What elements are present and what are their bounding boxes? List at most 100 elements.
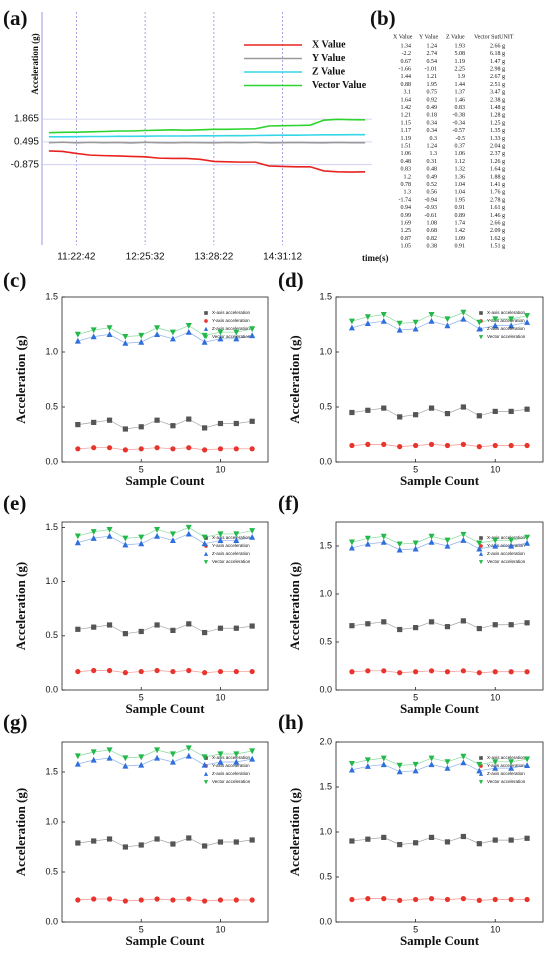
- series-line: [77, 325, 253, 337]
- marker: [413, 896, 419, 903]
- marker: [106, 417, 113, 423]
- series-line: [77, 527, 253, 539]
- table-cell: 5.08: [455, 51, 466, 57]
- table-cell: 1.15: [401, 120, 412, 126]
- table-cell: 6.18 g: [490, 51, 505, 57]
- marker: [428, 441, 435, 447]
- table-cell: 1.95: [455, 197, 466, 203]
- marker: [348, 318, 355, 325]
- marker: [428, 619, 435, 625]
- table-cell: 3.1: [404, 90, 412, 96]
- y-tick-label: 1.0: [45, 576, 58, 586]
- panel-label: (h): [278, 710, 304, 734]
- marker: [233, 446, 239, 452]
- legend-label: Z-axis acceleration: [212, 551, 250, 556]
- table-cell: 0.54: [427, 59, 438, 65]
- marker: [186, 621, 192, 627]
- legend-label: X-axis acceleration: [212, 755, 251, 760]
- marker: [508, 896, 514, 903]
- x-axis-title: time(s): [362, 253, 389, 263]
- table-cell: 1.35 g: [490, 128, 505, 134]
- marker: [233, 751, 240, 758]
- marker: [186, 445, 192, 451]
- legend-label: Y-axis acceleration: [487, 763, 525, 768]
- series-line: [351, 756, 528, 766]
- marker: [106, 325, 113, 331]
- y-tick-label: 0.5: [319, 871, 332, 881]
- marker: [365, 441, 371, 447]
- table-cell: 1.47 g: [490, 59, 505, 65]
- marker: [492, 537, 499, 544]
- marker: [249, 326, 256, 333]
- legend-label: Z-axis acceleration: [487, 771, 525, 776]
- marker: [508, 537, 515, 544]
- table-cell: 1.41 g: [490, 182, 505, 188]
- table-cell: 1.9: [458, 74, 466, 80]
- y-tick-label: 1.5: [319, 291, 332, 301]
- marker: [476, 767, 483, 774]
- marker: [524, 762, 531, 768]
- marker: [106, 532, 113, 539]
- marker: [413, 625, 419, 631]
- marker: [365, 896, 371, 902]
- table-cell: 0.83: [455, 105, 466, 111]
- table-cell: 0.48: [427, 167, 438, 173]
- series-line: [351, 620, 528, 630]
- table-cell: -2.2: [402, 51, 412, 57]
- x-tick-label: 12:25:32: [126, 252, 165, 263]
- marker: [524, 539, 531, 546]
- table-cell: 1.28 g: [490, 113, 505, 119]
- y-tick-label: 0.5: [319, 401, 332, 411]
- marker: [217, 758, 224, 765]
- marker: [412, 761, 419, 768]
- marker: [428, 668, 435, 674]
- marker: [396, 546, 403, 553]
- marker: [186, 416, 192, 422]
- marker: [412, 545, 419, 552]
- marker: [364, 763, 371, 769]
- marker: [106, 667, 113, 674]
- table-cell: 1.06: [455, 151, 466, 157]
- table-cell: 0.49: [427, 105, 438, 111]
- marker: [380, 318, 387, 324]
- table-cell: 1.33 g: [490, 136, 505, 142]
- legend-label: Z-axis acceleration: [487, 551, 525, 556]
- marker: [90, 756, 97, 763]
- x-axis-title: Sample Count: [125, 701, 205, 716]
- legend-label: Y-axis acceleration: [212, 543, 250, 548]
- table-cell: 1.06: [401, 151, 412, 157]
- plot-frame: [61, 296, 269, 463]
- y-tick-label: 1.0: [45, 816, 58, 826]
- series-line: [351, 836, 528, 845]
- marker: [460, 315, 467, 322]
- marker: [444, 537, 451, 544]
- marker: [397, 626, 403, 633]
- table-cell: 1.05: [401, 244, 412, 250]
- marker: [365, 407, 371, 413]
- marker: [154, 532, 161, 539]
- x-tick-label: 10: [490, 924, 500, 934]
- marker: [233, 839, 239, 845]
- table-cell: 1.19: [455, 59, 466, 65]
- marker: [122, 755, 129, 762]
- marker: [122, 762, 129, 769]
- y-tick-label: 0.495: [14, 137, 39, 148]
- marker: [185, 323, 192, 329]
- marker: [217, 668, 224, 675]
- marker: [444, 316, 451, 323]
- y-tick-label: 0.0: [45, 916, 58, 926]
- table-cell: 1.34: [401, 43, 412, 49]
- table-cell: 1.08: [427, 220, 438, 226]
- marker: [106, 836, 113, 842]
- x-tick-label: 5: [413, 692, 418, 702]
- y-tick-label: 1.0: [319, 588, 332, 598]
- table-header: Vector SutUNIT: [474, 34, 514, 40]
- marker: [428, 538, 435, 545]
- marker: [380, 761, 387, 768]
- marker: [106, 526, 113, 533]
- marker: [492, 408, 498, 414]
- legend-label: Vector acceleration: [487, 779, 526, 784]
- marker: [508, 316, 515, 323]
- marker: [349, 838, 355, 844]
